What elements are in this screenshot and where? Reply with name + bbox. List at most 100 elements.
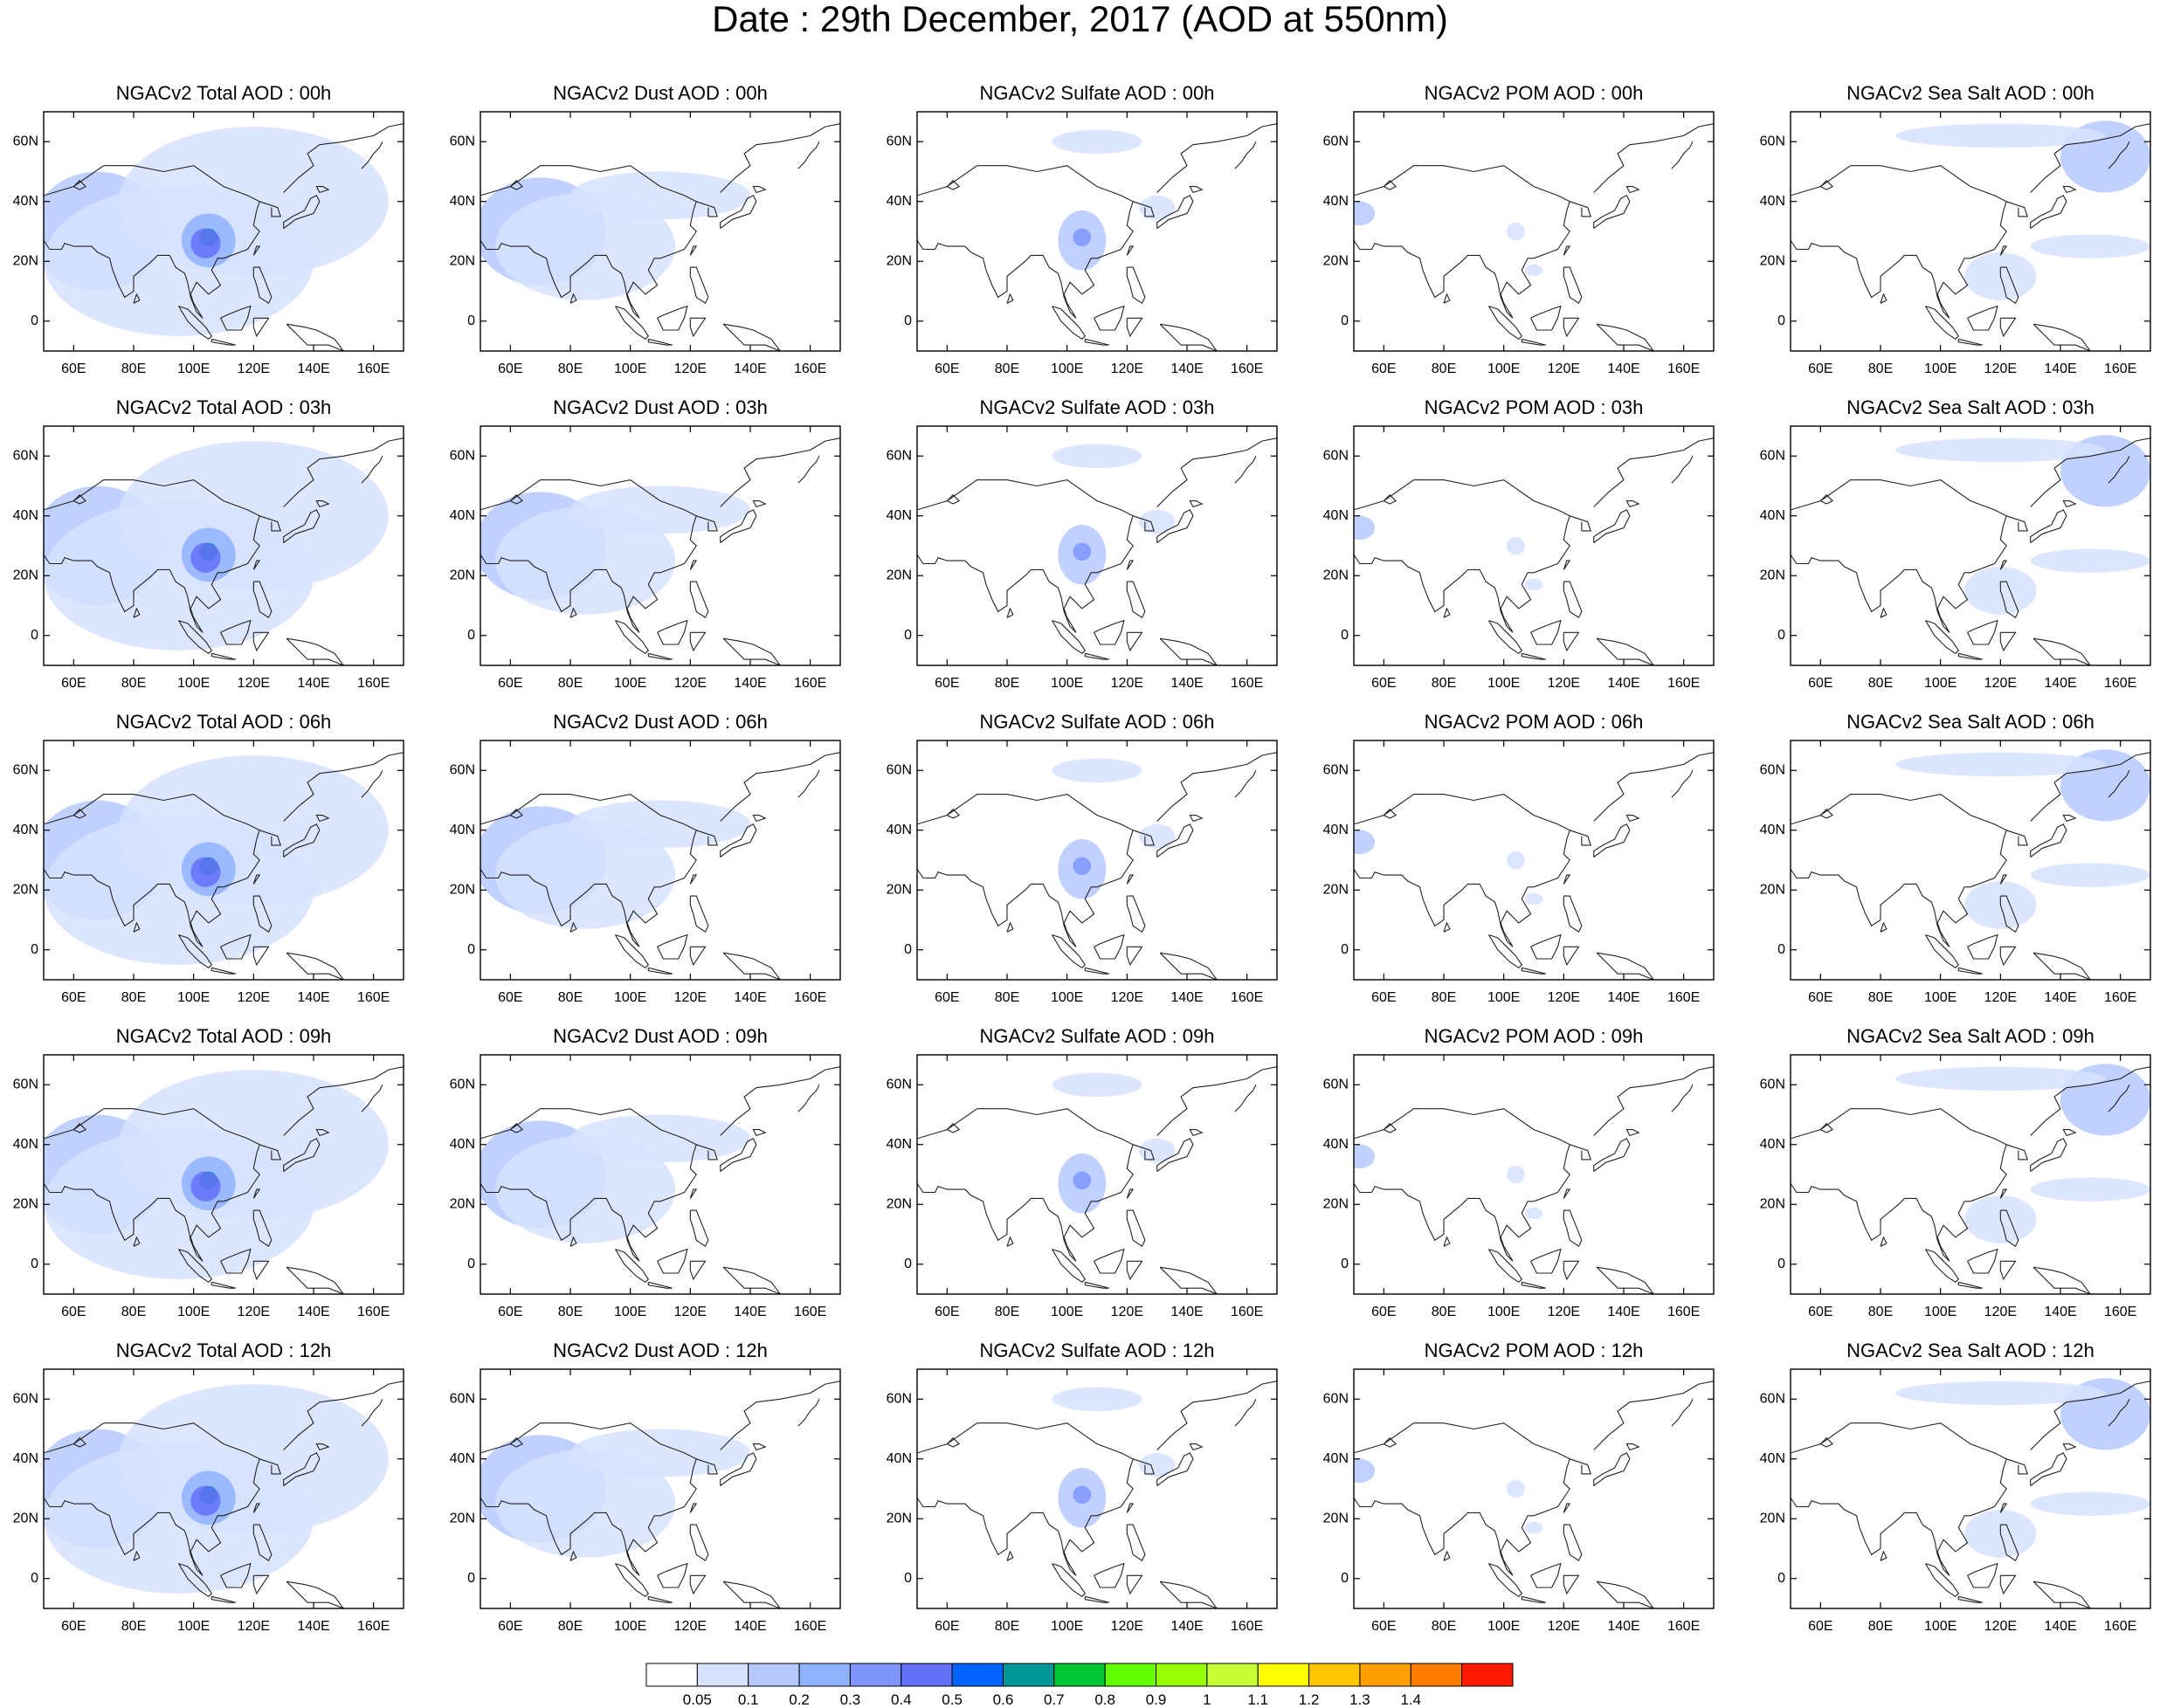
panel-title: NGACv2 POM AOD : 00h (1425, 82, 1644, 104)
colorbar-label: 0.2 (789, 1691, 810, 1708)
coastline (480, 1422, 697, 1576)
coastline (1159, 1581, 1218, 1608)
coastlines (44, 1066, 404, 1294)
y-tick-label: 20N (1323, 1511, 1349, 1525)
coastline (1521, 338, 1546, 346)
aod-plume (1073, 1171, 1092, 1190)
coastline (252, 874, 261, 885)
aod-plume (1895, 123, 2106, 148)
colorbar-swatch (748, 1663, 800, 1687)
coastline (283, 123, 404, 193)
map-frame (1790, 111, 2151, 352)
x-tick-label: 100E (177, 362, 210, 376)
aod-plume (1052, 444, 1142, 468)
coastline (283, 752, 404, 822)
x-tick-label: 160E (1231, 362, 1263, 376)
aod-plume (190, 1485, 221, 1516)
coastline (1593, 1452, 1631, 1487)
coastline (2108, 1085, 2130, 1112)
map-frame (43, 425, 404, 666)
x-tick-label: 160E (794, 676, 826, 691)
panel-title: NGACv2 Dust AOD : 03h (553, 396, 768, 418)
coastline (283, 509, 321, 544)
x-tick-label: 160E (794, 1619, 826, 1634)
x-tick-label: 140E (297, 676, 329, 691)
x-tick-label: 60E (1371, 362, 1396, 376)
panel-title: NGACv2 Dust AOD : 12h (553, 1340, 768, 1361)
y-tick-label: 20N (887, 253, 912, 268)
map-frame (43, 111, 404, 352)
coastline (509, 1123, 524, 1133)
x-tick-label: 120E (1548, 676, 1580, 691)
colorbar-swatch (1156, 1663, 1208, 1687)
coastlines (1791, 1066, 2150, 1294)
x-tick-label: 80E (121, 1619, 146, 1634)
y-tick-label: 60N (887, 1391, 912, 1406)
coastlines (1354, 437, 1714, 665)
map-panel: NGACv2 Sulfate AOD : 03h 60N 40N 20N 0 60E 80E… (887, 396, 1278, 691)
x-tick-label: 120E (1111, 676, 1143, 691)
x-tick-label: 120E (1111, 1619, 1143, 1634)
map-panel: NGACv2 Sea Salt AOD : 00h 60N 40N 20N 0 60E 80… (1760, 82, 2151, 376)
x-tick-label: 120E (1548, 1305, 1580, 1319)
aod-plume (495, 1135, 676, 1243)
coastline (1593, 752, 1714, 822)
coastline (44, 1108, 260, 1262)
coastline (2062, 1129, 2077, 1137)
coastline (1593, 437, 1714, 507)
coastline (1006, 607, 1014, 618)
y-tick-label: 0 (904, 628, 912, 643)
coastline (1383, 494, 1397, 505)
coastline (1521, 652, 1546, 660)
coastline (1006, 1236, 1014, 1247)
aod-plume (1073, 542, 1092, 561)
y-tick-label: 20N (1760, 568, 1785, 582)
coastline (1957, 652, 1983, 660)
x-tick-label: 100E (1924, 1619, 1956, 1634)
map-frame (916, 1368, 1278, 1609)
y-tick-label: 0 (1777, 1571, 1785, 1586)
x-tick-label: 60E (1371, 1619, 1396, 1634)
coastline (1084, 338, 1109, 346)
coastline (2108, 141, 2130, 169)
x-tick-label: 80E (1868, 362, 1893, 376)
coastline (647, 1281, 673, 1289)
aod-plume (1354, 515, 1376, 541)
coastline (647, 1595, 673, 1603)
coastline (361, 1085, 383, 1112)
panel-title: NGACv2 Total AOD : 09h (116, 1025, 332, 1047)
coastline (2030, 823, 2067, 858)
coastline (210, 967, 236, 975)
x-tick-label: 160E (357, 1619, 390, 1634)
x-tick-label: 80E (558, 676, 583, 691)
coastline (44, 479, 260, 633)
coastline (252, 266, 273, 305)
coastline (1156, 752, 1277, 822)
y-tick-label: 20N (887, 882, 912, 897)
x-tick-label: 160E (357, 362, 390, 376)
coastline (689, 1188, 698, 1199)
coastlines (1791, 752, 2150, 980)
aod-plume (1139, 195, 1176, 220)
panel-title: NGACv2 Sea Salt AOD : 03h (1846, 396, 2094, 418)
coastline (1488, 1563, 1523, 1598)
coastline (1596, 1581, 1654, 1608)
coastline (1084, 967, 1109, 975)
panel-title: NGACv2 Dust AOD : 00h (553, 82, 768, 104)
y-tick-label: 40N (13, 508, 38, 523)
coastline (2062, 186, 2077, 194)
aod-plume (570, 1114, 750, 1163)
y-tick-label: 20N (1760, 882, 1785, 897)
map-frame (480, 1368, 841, 1609)
coastline (752, 1129, 767, 1137)
coastline (1593, 1381, 1714, 1450)
y-tick-label: 60N (1760, 1391, 1785, 1406)
coastline (1126, 1188, 1135, 1199)
coastline (1791, 1108, 2007, 1262)
coastline (689, 245, 698, 256)
x-tick-label: 120E (1984, 1305, 2017, 1319)
coastlines (44, 123, 404, 351)
x-tick-label: 160E (794, 1305, 826, 1319)
coastline (259, 1458, 281, 1475)
coastline (133, 1550, 141, 1561)
